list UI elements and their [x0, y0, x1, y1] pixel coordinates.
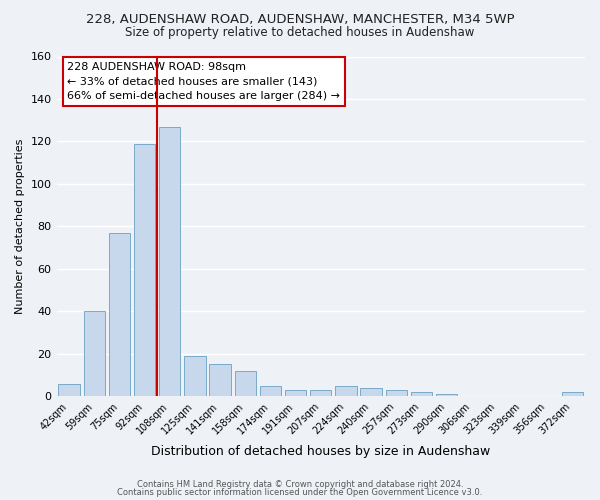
- Text: Size of property relative to detached houses in Audenshaw: Size of property relative to detached ho…: [125, 26, 475, 39]
- Bar: [260, 386, 281, 396]
- Bar: [134, 144, 155, 396]
- Bar: [58, 384, 80, 396]
- Bar: [109, 233, 130, 396]
- Text: Contains public sector information licensed under the Open Government Licence v3: Contains public sector information licen…: [118, 488, 482, 497]
- Text: 228 AUDENSHAW ROAD: 98sqm
← 33% of detached houses are smaller (143)
66% of semi: 228 AUDENSHAW ROAD: 98sqm ← 33% of detac…: [67, 62, 340, 101]
- Text: 228, AUDENSHAW ROAD, AUDENSHAW, MANCHESTER, M34 5WP: 228, AUDENSHAW ROAD, AUDENSHAW, MANCHEST…: [86, 12, 514, 26]
- Text: Contains HM Land Registry data © Crown copyright and database right 2024.: Contains HM Land Registry data © Crown c…: [137, 480, 463, 489]
- Bar: [335, 386, 356, 396]
- Bar: [310, 390, 331, 396]
- Bar: [209, 364, 231, 396]
- Bar: [83, 312, 105, 396]
- Bar: [159, 126, 181, 396]
- Bar: [436, 394, 457, 396]
- X-axis label: Distribution of detached houses by size in Audenshaw: Distribution of detached houses by size …: [151, 444, 490, 458]
- Bar: [361, 388, 382, 396]
- Bar: [235, 371, 256, 396]
- Bar: [411, 392, 432, 396]
- Bar: [386, 390, 407, 396]
- Bar: [285, 390, 307, 396]
- Bar: [184, 356, 206, 397]
- Y-axis label: Number of detached properties: Number of detached properties: [15, 138, 25, 314]
- Bar: [562, 392, 583, 396]
